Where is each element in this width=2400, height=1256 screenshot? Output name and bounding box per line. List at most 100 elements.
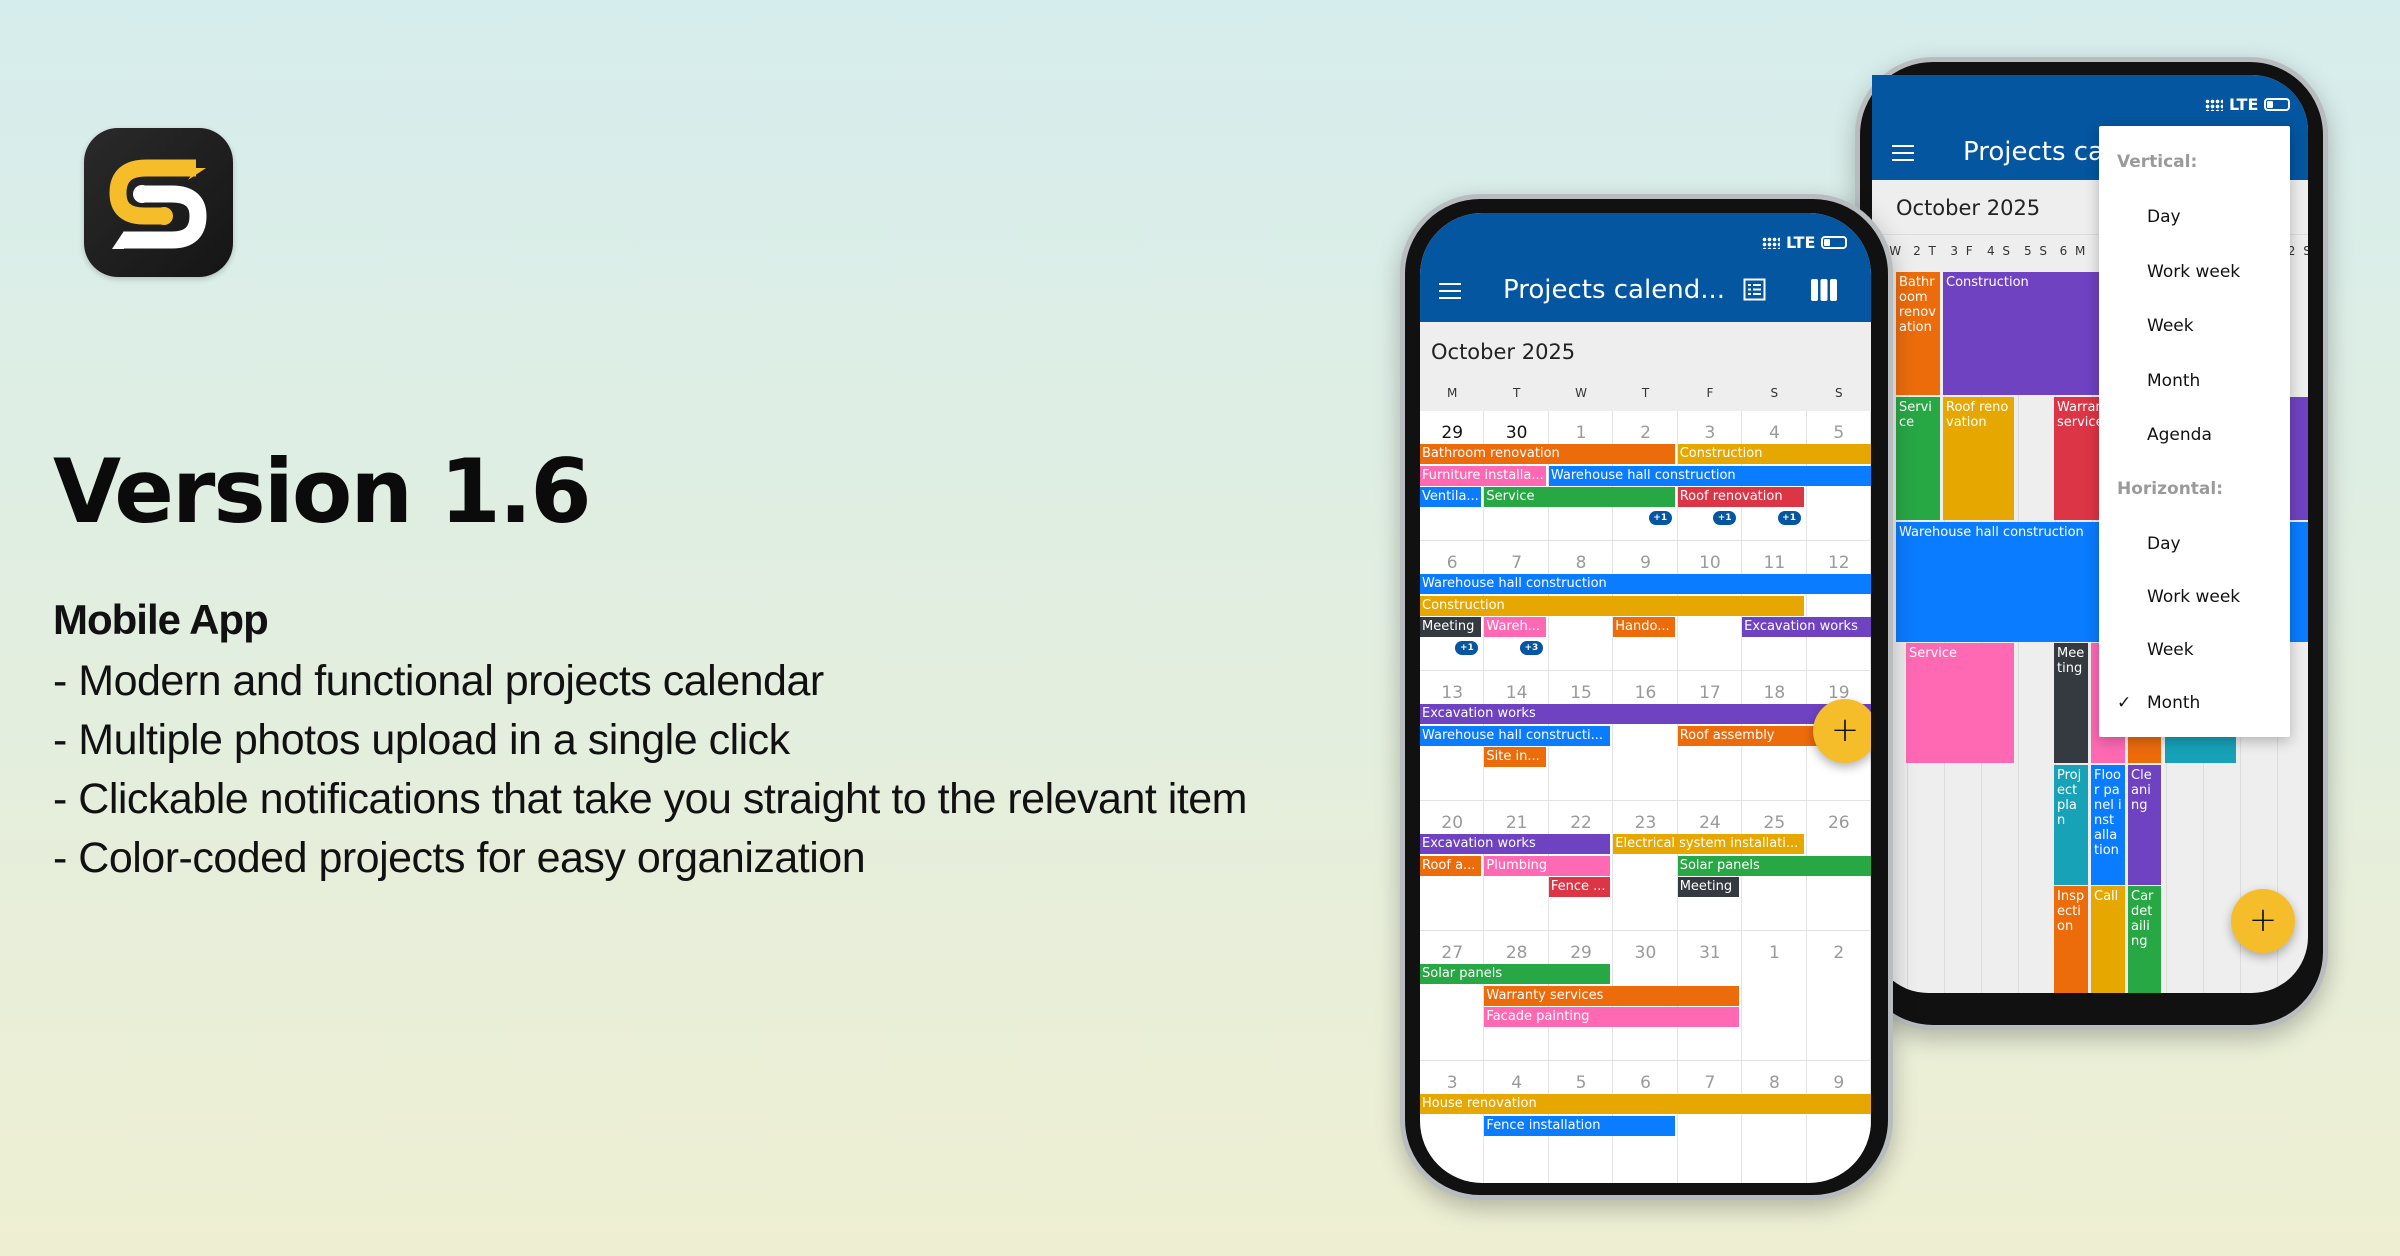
day-cell[interactable] [1484, 411, 1549, 541]
day-number: 30 [1634, 943, 1657, 963]
event-bar[interactable]: Fence installation [1484, 1115, 1675, 1136]
event-bar[interactable]: Furniture installa... [1420, 465, 1546, 486]
event-block[interactable]: Car detailing [2128, 886, 2161, 993]
menu-item-horizontal-month[interactable]: Month [2147, 693, 2201, 713]
menu-item-vertical-week[interactable]: Week [2147, 316, 2194, 336]
day-cell[interactable] [1677, 931, 1743, 1061]
day-number: 28 [1505, 943, 1528, 963]
day-cell[interactable] [1742, 1061, 1807, 1183]
day-number: 30 [1505, 423, 1528, 443]
weekday-header: W [1575, 386, 1587, 400]
event-bar[interactable]: Roof a... [1420, 855, 1482, 876]
day-cell[interactable] [1613, 671, 1678, 801]
signal-icon [1762, 236, 1780, 249]
add-button[interactable]: + [2231, 889, 2295, 953]
event-bar[interactable]: Warehouse hall construction [1420, 574, 1871, 594]
s-logo-icon [109, 159, 207, 249]
menu-icon[interactable] [1892, 145, 1914, 161]
event-bar[interactable]: Meeting [1677, 877, 1740, 898]
event-bar[interactable]: House renovation [1420, 1094, 1871, 1114]
day-number: 22 [1570, 813, 1592, 833]
event-bar[interactable]: Solar panels [1677, 855, 1871, 876]
day-number: 29 [1441, 423, 1464, 443]
menu-item-horizontal-work-week[interactable]: Work week [2147, 587, 2241, 607]
menu-item-horizontal-day[interactable]: Day [2147, 534, 2181, 554]
menu-item-vertical-day[interactable]: Day [2147, 207, 2181, 227]
day-cell[interactable] [1420, 801, 1485, 931]
day-cell[interactable] [1548, 801, 1614, 931]
event-block[interactable]: Meeting [2054, 643, 2088, 763]
day-number: 10 [1699, 553, 1721, 573]
header-divider [1872, 234, 2308, 235]
event-block[interactable]: Service [1906, 643, 2014, 763]
front-phone-screen: LTE Projects calend... October 2025 M T W T… [1420, 213, 1871, 1183]
event-bar[interactable]: Roof renovation [1677, 487, 1804, 508]
weekday-header: 2 T [1913, 244, 1938, 258]
list-view-icon[interactable] [1743, 278, 1766, 301]
event-bar[interactable]: Electrical system installati... [1613, 834, 1804, 854]
week-row: 20 21 22 23 24 25 26 Excavation works Electrical… [1420, 801, 1871, 931]
event-bar[interactable]: Facade painting [1484, 1007, 1740, 1028]
more-events-badge[interactable]: +1 [1455, 641, 1479, 655]
menu-item-vertical-agenda[interactable]: Agenda [2147, 425, 2212, 445]
event-bar[interactable]: Warehouse hall construction [1548, 465, 1871, 486]
more-events-badge[interactable]: +3 [1519, 641, 1543, 655]
event-block[interactable]: Cleaning [2128, 765, 2161, 885]
day-number: 2 [1640, 423, 1651, 443]
day-number: 1 [1768, 943, 1780, 963]
event-bar[interactable]: Hando... [1613, 617, 1675, 638]
event-bar[interactable]: Wareh... [1484, 617, 1546, 638]
day-cell[interactable] [1806, 541, 1871, 671]
event-bar[interactable]: Excavation works [1420, 834, 1611, 854]
day-cell[interactable] [1807, 1061, 1871, 1183]
day-cell[interactable] [1420, 931, 1485, 1061]
event-bar[interactable]: Excavation works [1420, 704, 1871, 724]
event-bar[interactable]: Site in... [1484, 747, 1546, 768]
menu-item-vertical-work-week[interactable]: Work week [2147, 261, 2241, 282]
event-block[interactable]: Floor panel installation [2091, 765, 2125, 885]
day-cell[interactable] [1742, 931, 1807, 1061]
add-event-button[interactable]: + [1813, 699, 1871, 763]
event-bar[interactable]: Excavation works [1742, 617, 1871, 638]
columns-view-icon[interactable] [1811, 279, 1837, 301]
event-bar[interactable]: Construction [1677, 444, 1871, 464]
day-cell[interactable] [1613, 1061, 1678, 1183]
day-number: 31 [1699, 943, 1721, 963]
event-block[interactable]: Service [1896, 397, 1940, 520]
event-block[interactable]: Inspection [2054, 886, 2088, 993]
event-bar[interactable]: Solar panels [1420, 964, 1611, 984]
event-bar[interactable]: Warranty services [1484, 985, 1740, 1006]
app-header: LTE Projects calendar [1872, 75, 2308, 180]
event-block[interactable]: Project plan [2054, 765, 2088, 885]
event-block[interactable]: Roof renovation [1943, 397, 2014, 520]
day-number: 3 [1446, 1073, 1458, 1093]
day-cell[interactable] [1420, 1061, 1485, 1183]
more-events-badge[interactable]: +1 [1648, 511, 1672, 525]
event-bar[interactable]: Meeting [1420, 617, 1482, 638]
event-bar[interactable]: Construction [1420, 595, 1804, 616]
day-cell[interactable] [1742, 541, 1807, 671]
event-bar[interactable]: Warehouse hall constructi... [1420, 725, 1611, 746]
event-bar[interactable]: Ventila... [1420, 487, 1482, 508]
event-block[interactable]: Call [2091, 886, 2125, 993]
more-events-badge[interactable]: +1 [1777, 511, 1801, 525]
event-bar[interactable]: Plumbing [1484, 855, 1611, 876]
event-bar[interactable]: Bathroom renovation [1420, 444, 1675, 464]
event-bar[interactable]: Fence ... [1548, 877, 1611, 898]
day-cell[interactable] [1548, 671, 1614, 801]
menu-item-horizontal-week[interactable]: Week [2147, 640, 2194, 660]
menu-item-vertical-month[interactable]: Month [2147, 370, 2201, 391]
day-cell[interactable] [1806, 931, 1871, 1061]
weekday-header: F [1706, 386, 1714, 400]
weekday-header: M [1447, 386, 1458, 400]
menu-icon[interactable] [1439, 283, 1461, 299]
day-cell[interactable] [1678, 1061, 1743, 1183]
day-number: 13 [1441, 683, 1464, 703]
day-cell[interactable] [1613, 801, 1678, 931]
feature-item: - Modern and functional projects calenda… [53, 657, 824, 705]
more-events-badge[interactable]: +1 [1713, 511, 1737, 525]
status-bar: LTE [1762, 233, 1848, 252]
event-bar[interactable]: Service [1484, 487, 1675, 508]
event-block[interactable]: Construction [1943, 272, 2123, 395]
event-block[interactable]: Bathroom renovation [1896, 272, 1940, 395]
